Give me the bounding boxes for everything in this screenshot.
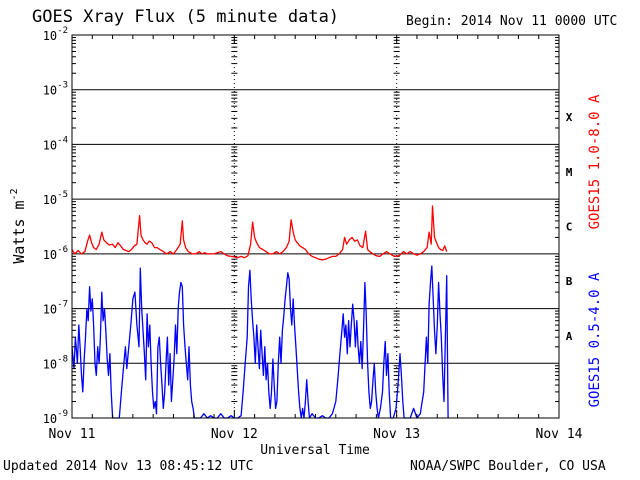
flare-class-label: C xyxy=(566,221,573,234)
flare-class-label: M xyxy=(566,166,573,179)
flare-class-labels: A B C M X xyxy=(566,111,573,343)
y-tick-label: 10-6 xyxy=(43,245,68,262)
y-tick-label: 10-7 xyxy=(43,300,68,317)
flare-class-label: A xyxy=(566,330,573,343)
x-axis: Nov 11 Nov 12 Nov 13 Nov 14 xyxy=(49,35,583,442)
legend-short: GOES15 0.5-4.0 A xyxy=(587,272,603,407)
y-axis: 10-9 10-8 10-7 10-6 10-5 10-4 10-3 10-2 xyxy=(43,26,559,426)
legend-long: GOES15 1.0-8.0 A xyxy=(587,94,603,229)
series-short-line xyxy=(71,265,449,419)
series-long-line xyxy=(71,205,448,261)
updated-timestamp: Updated 2014 Nov 13 08:45:12 UTC xyxy=(3,459,254,474)
x-tick-label: Nov 13 xyxy=(373,427,420,442)
x-tick-label: Nov 11 xyxy=(49,427,96,442)
y-axis-label-exponent: -2 xyxy=(9,188,20,200)
chart-title: GOES Xray Flux (5 minute data) xyxy=(32,7,340,27)
x-tick-label: Nov 14 xyxy=(536,427,583,442)
x-tick-label: Nov 12 xyxy=(211,427,258,442)
y-tick-label: 10-5 xyxy=(43,190,68,207)
series-layer xyxy=(71,205,449,419)
flare-class-label: X xyxy=(566,111,573,124)
credit-label: NOAA/SWPC Boulder, CO USA xyxy=(410,459,606,474)
y-axis-label-base: Watts m xyxy=(10,200,28,263)
y-axis-label: Watts m-2 xyxy=(9,188,28,263)
y-tick-label: 10-4 xyxy=(43,135,68,152)
begin-time-label: Begin: 2014 Nov 11 0000 UTC xyxy=(406,14,618,29)
y-tick-label: 10-8 xyxy=(43,354,68,371)
y-tick-label: 10-9 xyxy=(43,409,68,426)
flare-class-label: B xyxy=(566,275,573,288)
y-tick-label: 10-2 xyxy=(43,26,68,43)
y-tick-label: 10-3 xyxy=(43,81,68,98)
x-axis-label: Universal Time xyxy=(260,443,370,458)
grid xyxy=(72,35,559,418)
